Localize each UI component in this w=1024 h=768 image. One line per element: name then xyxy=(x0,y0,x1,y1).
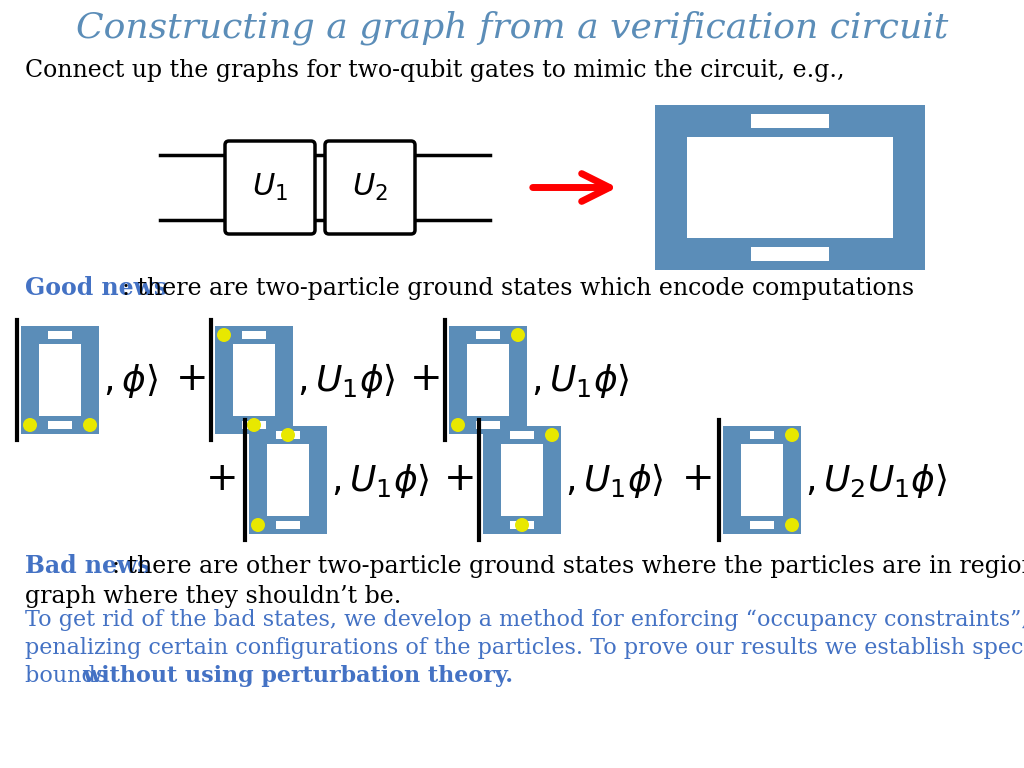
Text: without using perturbation theory.: without using perturbation theory. xyxy=(82,665,513,687)
Text: $, U_1\phi\rangle$: $, U_1\phi\rangle$ xyxy=(297,360,395,399)
Text: Bad news: Bad news xyxy=(25,554,151,578)
Text: Good news: Good news xyxy=(25,276,167,300)
Text: penalizing certain configurations of the particles. To prove our results we esta: penalizing certain configurations of the… xyxy=(25,637,1024,659)
Text: To get rid of the bad states, we develop a method for enforcing “occupancy const: To get rid of the bad states, we develop… xyxy=(25,609,1024,631)
Text: $, U_1\phi\rangle$: $, U_1\phi\rangle$ xyxy=(331,461,430,499)
Bar xyxy=(750,431,774,439)
Bar xyxy=(483,426,501,534)
Bar xyxy=(22,326,39,434)
Text: $+$: $+$ xyxy=(175,362,206,399)
Bar xyxy=(893,105,925,270)
FancyArrowPatch shape xyxy=(532,174,609,201)
Text: Constructing a graph from a verification circuit: Constructing a graph from a verification… xyxy=(76,11,948,45)
Text: graph where they shouldn’t be.: graph where they shouldn’t be. xyxy=(25,584,401,607)
Circle shape xyxy=(785,428,799,442)
Bar xyxy=(741,444,783,516)
Text: $U_1$: $U_1$ xyxy=(252,172,288,203)
Bar xyxy=(750,521,774,529)
Text: $+$: $+$ xyxy=(205,462,236,498)
Text: $+$: $+$ xyxy=(409,362,439,399)
Bar xyxy=(47,331,73,339)
Bar xyxy=(449,416,527,434)
Circle shape xyxy=(451,418,465,432)
Bar xyxy=(22,416,99,434)
Circle shape xyxy=(515,518,529,532)
Bar xyxy=(267,444,309,516)
Bar xyxy=(242,421,266,429)
Bar xyxy=(543,426,561,534)
Bar xyxy=(215,326,233,434)
Bar xyxy=(215,326,293,344)
Bar xyxy=(783,426,801,534)
Bar xyxy=(39,344,81,416)
Text: : there are other two-particle ground states where the particles are in regions : : there are other two-particle ground st… xyxy=(112,554,1024,578)
Bar xyxy=(723,426,741,534)
Text: $, \phi\rangle$: $, \phi\rangle$ xyxy=(103,360,159,399)
Bar xyxy=(509,326,527,434)
Circle shape xyxy=(23,418,37,432)
Text: $, U_2U_1\phi\rangle$: $, U_2U_1\phi\rangle$ xyxy=(805,461,947,499)
Bar xyxy=(751,114,829,127)
Circle shape xyxy=(281,428,295,442)
Circle shape xyxy=(83,418,97,432)
Bar xyxy=(510,521,535,529)
Bar xyxy=(449,326,467,434)
Circle shape xyxy=(251,518,265,532)
Bar xyxy=(249,426,327,444)
Bar xyxy=(81,326,99,434)
Bar xyxy=(215,416,293,434)
Bar xyxy=(687,137,893,238)
Bar xyxy=(501,444,543,516)
Bar xyxy=(449,326,527,344)
Bar xyxy=(233,344,275,416)
Text: $+$: $+$ xyxy=(443,462,473,498)
Bar xyxy=(275,326,293,434)
Circle shape xyxy=(511,328,525,342)
Bar xyxy=(275,431,300,439)
Bar xyxy=(483,426,561,444)
Bar xyxy=(475,421,501,429)
Bar xyxy=(275,521,300,529)
Text: bounds: bounds xyxy=(25,665,115,687)
Bar xyxy=(751,247,829,260)
Text: $, U_1\phi\rangle$: $, U_1\phi\rangle$ xyxy=(565,461,664,499)
Bar xyxy=(249,426,267,534)
FancyBboxPatch shape xyxy=(325,141,415,234)
Bar xyxy=(510,431,535,439)
Text: $+$: $+$ xyxy=(681,462,712,498)
Circle shape xyxy=(785,518,799,532)
Circle shape xyxy=(247,418,261,432)
Bar xyxy=(242,331,266,339)
Bar xyxy=(655,105,925,137)
Bar xyxy=(309,426,327,534)
Bar xyxy=(467,344,509,416)
Circle shape xyxy=(217,328,231,342)
Bar xyxy=(723,516,801,534)
Bar xyxy=(22,326,99,344)
Bar xyxy=(655,238,925,270)
Bar xyxy=(47,421,73,429)
Text: $, U_1\phi\rangle$: $, U_1\phi\rangle$ xyxy=(531,360,630,399)
Text: Connect up the graphs for two-qubit gates to mimic the circuit, e.g.,: Connect up the graphs for two-qubit gate… xyxy=(25,58,845,81)
FancyBboxPatch shape xyxy=(225,141,315,234)
Text: : there are two-particle ground states which encode computations: : there are two-particle ground states w… xyxy=(122,276,914,300)
Bar xyxy=(655,105,687,270)
Bar xyxy=(483,516,561,534)
Text: $U_2$: $U_2$ xyxy=(352,172,388,203)
Circle shape xyxy=(545,428,559,442)
Bar xyxy=(249,516,327,534)
Bar xyxy=(475,331,501,339)
Bar xyxy=(723,426,801,444)
